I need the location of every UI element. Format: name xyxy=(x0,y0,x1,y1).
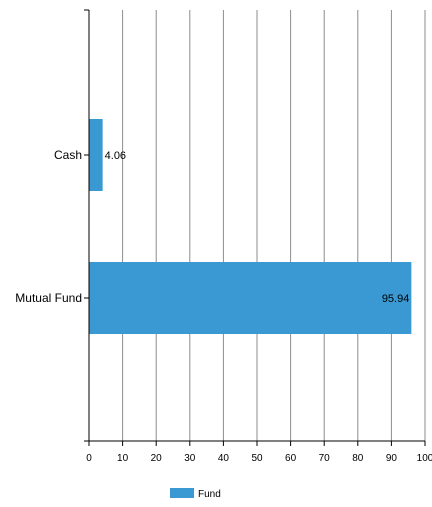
x-tick-label-0: 0 xyxy=(86,453,92,464)
x-tick-label-80: 80 xyxy=(352,453,364,464)
x-tick-label-10: 10 xyxy=(117,453,129,464)
x-tick-label-30: 30 xyxy=(184,453,196,464)
data-label-mutual-fund: 95.94 xyxy=(382,293,410,305)
legend-swatch-fund xyxy=(170,488,194,498)
bars xyxy=(89,119,412,334)
bar-mutual-fund xyxy=(89,262,412,334)
x-tick-label-50: 50 xyxy=(251,453,263,464)
labels: 0 10 20 30 40 50 60 70 80 90 100 Cash 4.06 Mutual Fun… xyxy=(15,148,432,464)
gridlines xyxy=(122,10,426,441)
x-tick-label-40: 40 xyxy=(218,453,230,464)
x-tick-label-90: 90 xyxy=(386,453,398,464)
bar-cash xyxy=(89,119,103,191)
x-tick-label-60: 60 xyxy=(285,453,297,464)
legend-label-fund: Fund xyxy=(198,489,221,500)
category-label-cash: Cash xyxy=(54,148,82,162)
x-tick-label-70: 70 xyxy=(319,453,331,464)
category-label-mutual-fund: Mutual Fund xyxy=(15,291,82,305)
x-tick-label-20: 20 xyxy=(151,453,163,464)
legend: Fund xyxy=(170,488,221,500)
x-tick-label-100: 100 xyxy=(417,453,432,464)
data-label-cash: 4.06 xyxy=(105,150,126,162)
axes xyxy=(84,9,426,446)
